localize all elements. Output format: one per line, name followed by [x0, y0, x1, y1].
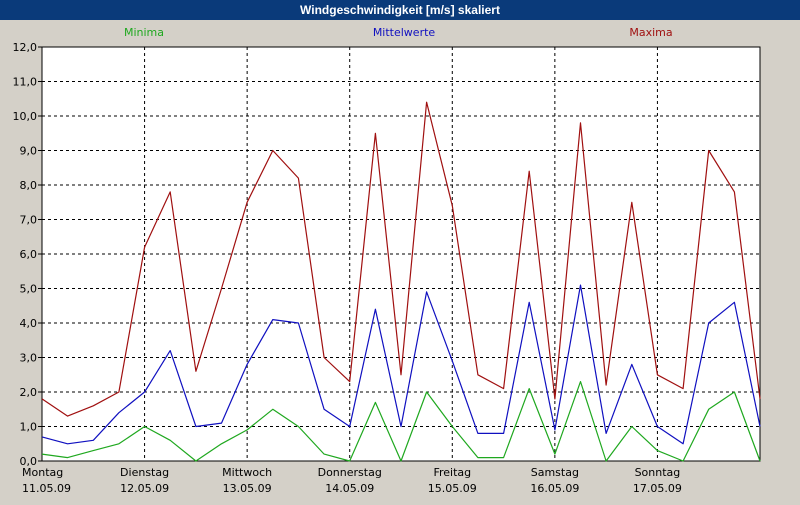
x-axis: Montag 11.05.09 Dienstag 12.05.09 Mittwoch 13… [22, 466, 682, 495]
x-day-label: Donnerstag [318, 466, 382, 479]
x-date-label: 15.05.09 [428, 482, 477, 495]
x-date-label: 16.05.09 [530, 482, 579, 495]
y-tick-label: 8,0 [20, 179, 38, 192]
x-date-label: 11.05.09 [22, 482, 71, 495]
plot-area [41, 46, 761, 462]
x-day-label: Dienstag [120, 466, 169, 479]
y-tick-label: 0,0 [20, 455, 38, 468]
legend-maxima: Maxima [629, 26, 672, 39]
series-group [41, 101, 761, 462]
y-axis: 0,0 1,0 2,0 3,0 4,0 5,0 6,0 7,0 8,0 9,0 10,0 11,0 12… [13, 41, 42, 468]
legend-minima: Minima [124, 26, 164, 39]
chart-svg: 0,0 1,0 2,0 3,0 4,0 5,0 6,0 7,0 8,0 9,0 10,0 11,0 12… [13, 26, 761, 495]
x-date-label: 12.05.09 [120, 482, 169, 495]
x-day-label: Sonntag [635, 466, 681, 479]
window-title: Windgeschwindigkeit [m/s] skaliert [0, 0, 800, 20]
x-day-label: Samstag [531, 466, 579, 479]
y-tick-label: 7,0 [20, 214, 38, 227]
y-tick-label: 2,0 [20, 386, 38, 399]
series-line-mittelwerte [41, 284, 761, 445]
x-day-label: Mittwoch [222, 466, 272, 479]
y-tick-label: 12,0 [13, 41, 38, 54]
x-day-label: Montag [22, 466, 63, 479]
y-tick-label: 9,0 [20, 145, 38, 158]
x-date-label: 13.05.09 [223, 482, 272, 495]
legend-mittelwerte: Mittelwerte [373, 26, 436, 39]
x-day-label: Freitag [433, 466, 471, 479]
wind-speed-chart: 0,0 1,0 2,0 3,0 4,0 5,0 6,0 7,0 8,0 9,0 10,0 11,0 12… [0, 20, 800, 500]
series-line-minima [41, 381, 761, 462]
y-tick-label: 11,0 [13, 76, 38, 89]
series-line-maxima [41, 101, 761, 417]
y-tick-label: 5,0 [20, 283, 38, 296]
x-date-label: 14.05.09 [325, 482, 374, 495]
y-tick-label: 3,0 [20, 352, 38, 365]
x-date-label: 17.05.09 [633, 482, 682, 495]
y-tick-label: 10,0 [13, 110, 38, 123]
y-tick-label: 6,0 [20, 248, 38, 261]
y-tick-label: 1,0 [20, 421, 38, 434]
y-tick-label: 4,0 [20, 317, 38, 330]
